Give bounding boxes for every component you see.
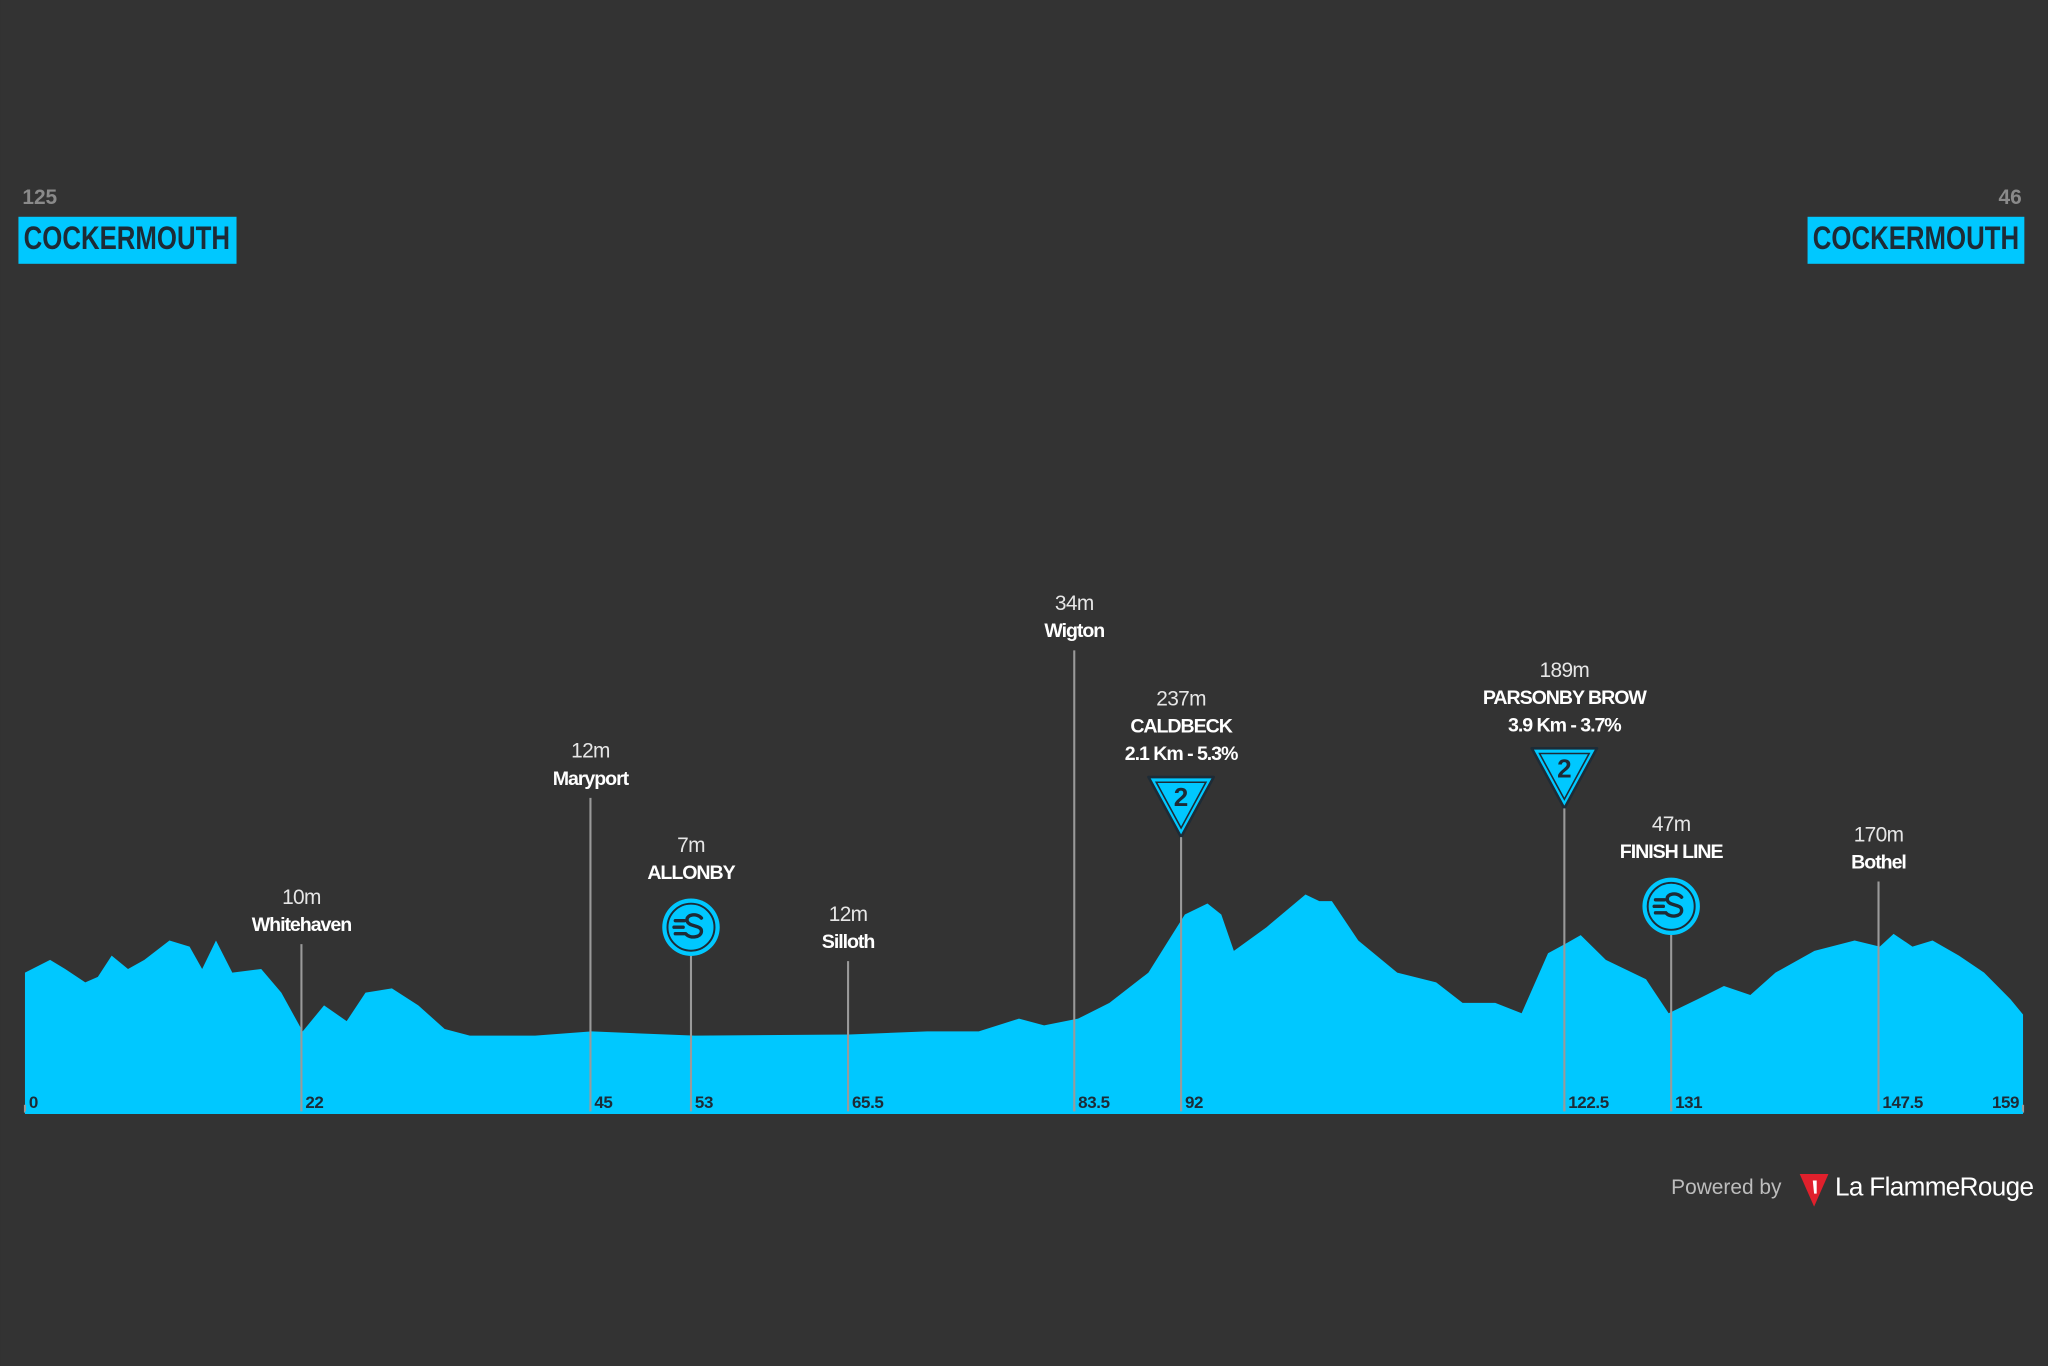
x-tick-label: 131: [1675, 1093, 1702, 1112]
kom-icon-inner: [1538, 752, 1591, 801]
waypoint-elevation: 34m: [1055, 592, 1094, 615]
x-tick-label: 147.5: [1882, 1093, 1923, 1112]
waypoint-name: FINISH LINE: [1620, 841, 1724, 863]
waypoint-name: CALDBECK: [1130, 716, 1232, 738]
waypoint-name: Bothel: [1851, 851, 1906, 873]
kom-category: 2: [1174, 782, 1189, 812]
elevation-area: [24, 894, 2024, 1113]
waypoint-name: Maryport: [553, 768, 630, 790]
sprint-icon: [662, 898, 720, 956]
waypoint-elevation: 237m: [1156, 687, 1206, 710]
waypoint-detail: 2.1 Km - 5.3%: [1125, 743, 1238, 765]
kom-category: 2: [1557, 753, 1572, 783]
x-tick-label: 92: [1185, 1093, 1203, 1112]
x-tick-label: 45: [594, 1093, 612, 1112]
sprint-icon: [1642, 877, 1700, 936]
brand-name: La FlammeRouge: [1835, 1171, 2034, 1201]
waypoint-name: Wigton: [1044, 620, 1104, 642]
finish-elevation: 46: [1998, 186, 2021, 209]
start-box: [18, 216, 237, 264]
waypoint-detail: 3.9 Km - 3.7%: [1508, 714, 1621, 736]
x-tick-label: 22: [305, 1093, 323, 1112]
waypoint-elevation: 47m: [1652, 813, 1691, 836]
waypoint-elevation: 12m: [829, 903, 868, 926]
waypoint-elevation: 189m: [1540, 659, 1590, 682]
powered-by: Powered by: [1671, 1176, 1782, 1199]
start-elevation: 125: [22, 186, 57, 209]
waypoint-name: Silloth: [822, 931, 875, 953]
x-tick-label: 122.5: [1568, 1093, 1609, 1112]
brand-logo-mark: [1812, 1180, 1817, 1194]
x-tick-label: 0: [29, 1093, 38, 1112]
finish-box: [1807, 216, 2025, 264]
kom-icon: [1530, 746, 1599, 810]
x-tick-label: 65.5: [852, 1093, 883, 1112]
waypoint-elevation: 170m: [1854, 823, 1904, 846]
waypoint-name: Whitehaven: [252, 914, 352, 936]
kom-icon: [1147, 775, 1216, 839]
sprint-icon-glyph: [1652, 892, 1684, 918]
x-tick-label: 53: [695, 1093, 713, 1112]
x-tick-label: 159: [1992, 1093, 2019, 1112]
start-name: COCKERMOUTH: [24, 219, 230, 256]
waypoint-elevation: 12m: [571, 740, 610, 763]
waypoint-name: ALLONBY: [647, 862, 735, 884]
x-tick-label: 83.5: [1078, 1093, 1109, 1112]
sprint-icon-ring: [666, 902, 716, 952]
waypoint-name: PARSONBY BROW: [1483, 687, 1648, 709]
finish-name: COCKERMOUTH: [1813, 219, 2019, 256]
waypoint-elevation: 7m: [677, 834, 705, 857]
sprint-icon-ring: [1646, 881, 1696, 931]
sprint-icon-glyph: [672, 913, 704, 939]
kom-icon-inner: [1154, 781, 1208, 830]
waypoint-elevation: 10m: [282, 886, 321, 909]
